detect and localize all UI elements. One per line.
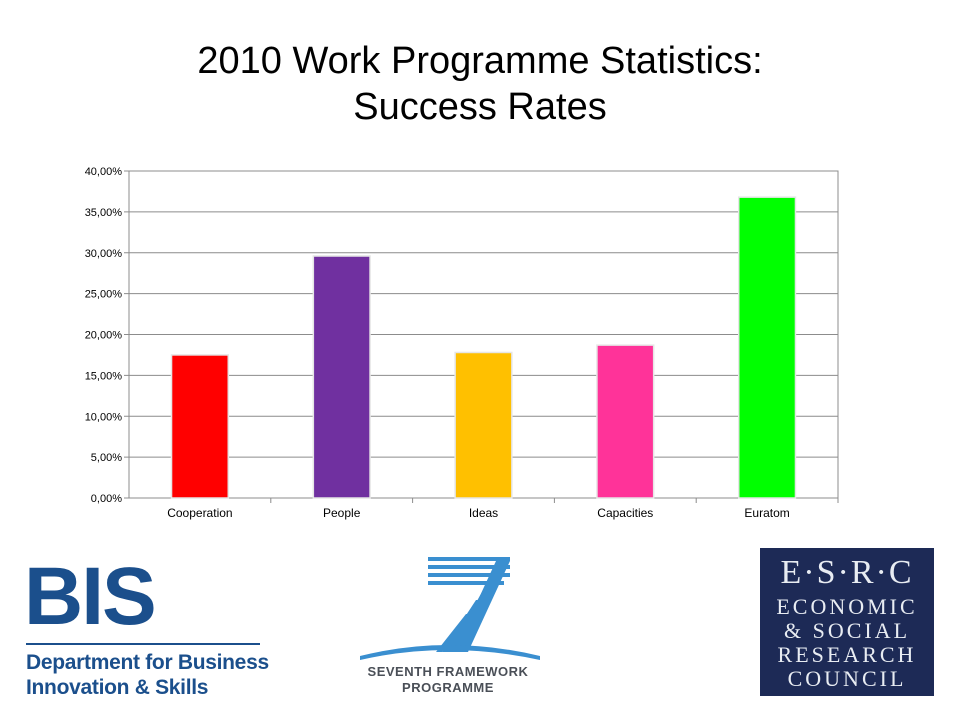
esrc-line-3: & SOCIAL (783, 618, 911, 643)
bar-people (312, 255, 371, 499)
bis-line-2: Innovation & Skills (26, 676, 209, 699)
y-tick-label: 35,00% (85, 207, 123, 219)
y-tick-label: 25,00% (85, 289, 123, 301)
bar-capacities (596, 344, 655, 499)
fp7-line-1: SEVENTH FRAMEWORK (367, 664, 529, 679)
y-tick-label: 20,00% (85, 330, 123, 342)
bar-euratom (737, 196, 797, 499)
fp7-line-2: PROGRAMME (402, 680, 494, 695)
bar-cooperation (170, 354, 230, 499)
y-tick-label: 10,00% (85, 411, 123, 423)
x-tick-label-ideas: Ideas (469, 506, 498, 520)
esrc-line-5: COUNCIL (787, 666, 907, 691)
x-tick-label-cooperation: Cooperation (167, 506, 232, 520)
y-tick-label: 5,00% (91, 452, 122, 464)
bar-chart: 0,00% 5,00% 10,00% 15,00% 20,00% 25,00% 30,00%… (85, 166, 839, 520)
bis-line-1: Department for Business (26, 651, 269, 674)
title-line-2: Success Rates (353, 86, 607, 128)
bis-wordmark: BIS (24, 551, 157, 642)
esrc-logo: E·S·R·C ECONOMIC & SOCIAL RESEARCH COUNC… (760, 548, 934, 696)
x-tick-label-capacities: Capacities (597, 506, 653, 520)
esrc-line-4: RESEARCH (777, 642, 917, 667)
x-tick-label-euratom: Euratom (744, 506, 789, 520)
y-tick-label: 15,00% (85, 370, 123, 382)
y-tick-label: 30,00% (85, 248, 123, 260)
esrc-acronym: E·S·R·C (780, 554, 914, 591)
fp7-logo: SEVENTH FRAMEWORK PROGRAMME (350, 552, 546, 700)
bis-logo: BIS Department for Business Innovation &… (24, 556, 274, 701)
y-tick-label: 40,00% (85, 166, 123, 178)
y-tick-label: 0,00% (91, 493, 122, 505)
title-line-1: 2010 Work Programme Statistics: (197, 40, 763, 82)
x-tick-label-people: People (323, 506, 361, 520)
bis-divider (26, 643, 260, 645)
bar-ideas (454, 351, 513, 499)
fp7-seven-emblem-icon (360, 557, 540, 660)
page-title: 2010 Work Programme Statistics: Success … (0, 38, 960, 130)
esrc-line-2: ECONOMIC (776, 594, 918, 619)
